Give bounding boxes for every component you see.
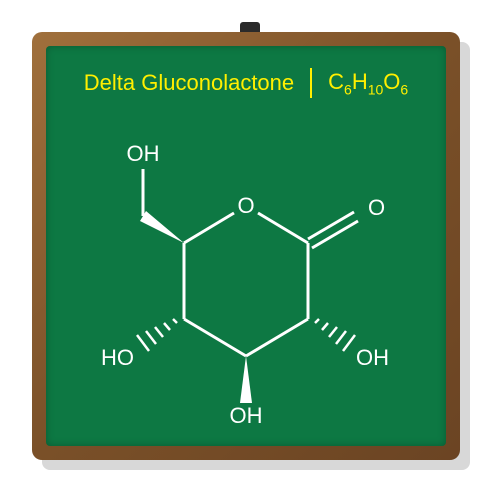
atom-ring-oxygen: O xyxy=(237,193,254,218)
structure-diagram: O O OH OH HO OH xyxy=(46,121,446,441)
atom-c4-oh: HO xyxy=(101,345,134,370)
bond-c5-o xyxy=(184,213,234,243)
bond-c2-oh-dash xyxy=(315,319,355,351)
bond-c3-c4 xyxy=(184,319,246,356)
atom-carbonyl-oxygen: O xyxy=(368,195,385,220)
molecular-formula: C6H10O6 xyxy=(312,69,408,97)
bond-c1-carbonyl-a xyxy=(308,212,354,239)
board-frame: Delta Gluconolactone C6H10O6 xyxy=(32,32,460,460)
bond-c1-carbonyl-b xyxy=(312,221,358,248)
bond-c4-oh-dash xyxy=(137,319,177,351)
bond-o-c1 xyxy=(258,213,308,243)
bond-c5-ch2-wedge xyxy=(140,211,184,243)
chalkboard: Delta Gluconolactone C6H10O6 xyxy=(46,46,446,446)
compound-name: Delta Gluconolactone xyxy=(84,70,310,96)
atom-c3-oh: OH xyxy=(230,403,263,428)
atom-c2-oh: OH xyxy=(356,345,389,370)
atom-ch2-oh: OH xyxy=(127,141,160,166)
bond-c3-oh-wedge xyxy=(240,356,252,403)
bond-c2-c3 xyxy=(246,319,308,356)
title-row: Delta Gluconolactone C6H10O6 xyxy=(46,68,446,98)
